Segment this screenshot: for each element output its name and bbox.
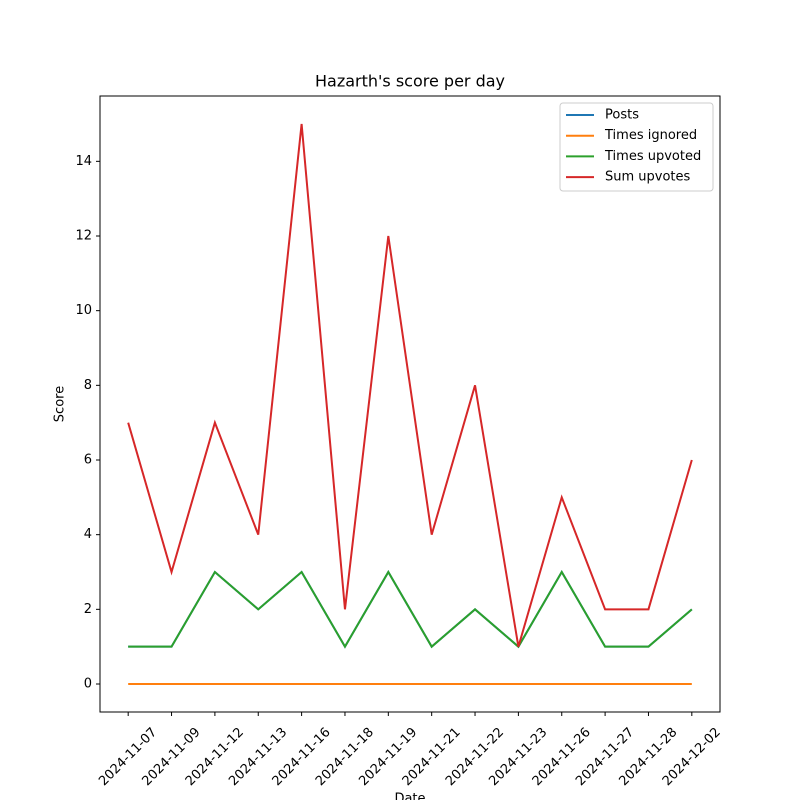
- chart-title: Hazarth's score per day: [315, 72, 505, 91]
- y-tick-label: 8: [84, 378, 92, 393]
- y-tick-label: 0: [84, 677, 92, 692]
- legend-label: Posts: [605, 108, 639, 123]
- y-tick-label: 12: [75, 229, 92, 244]
- series-line: [128, 570, 693, 649]
- plot-frame: [99, 95, 721, 713]
- y-tick-label: 2: [84, 602, 92, 617]
- legend-label: Sum upvotes: [605, 170, 691, 185]
- x-axis-label: Date: [394, 792, 425, 800]
- legend-label: Times ignored: [604, 128, 697, 143]
- legend-label: Times upvoted: [604, 149, 701, 164]
- series-line: [127, 123, 693, 647]
- y-tick-label: 10: [75, 303, 92, 318]
- legend-box: [559, 102, 714, 192]
- y-axis-label: Score: [53, 386, 68, 422]
- y-tick-label: 4: [84, 527, 92, 542]
- y-tick-label: 6: [84, 453, 92, 468]
- legend: Posts Times ignored Times upvoted Sum upvot…: [559, 102, 714, 192]
- y-tick-label: 14: [75, 154, 92, 169]
